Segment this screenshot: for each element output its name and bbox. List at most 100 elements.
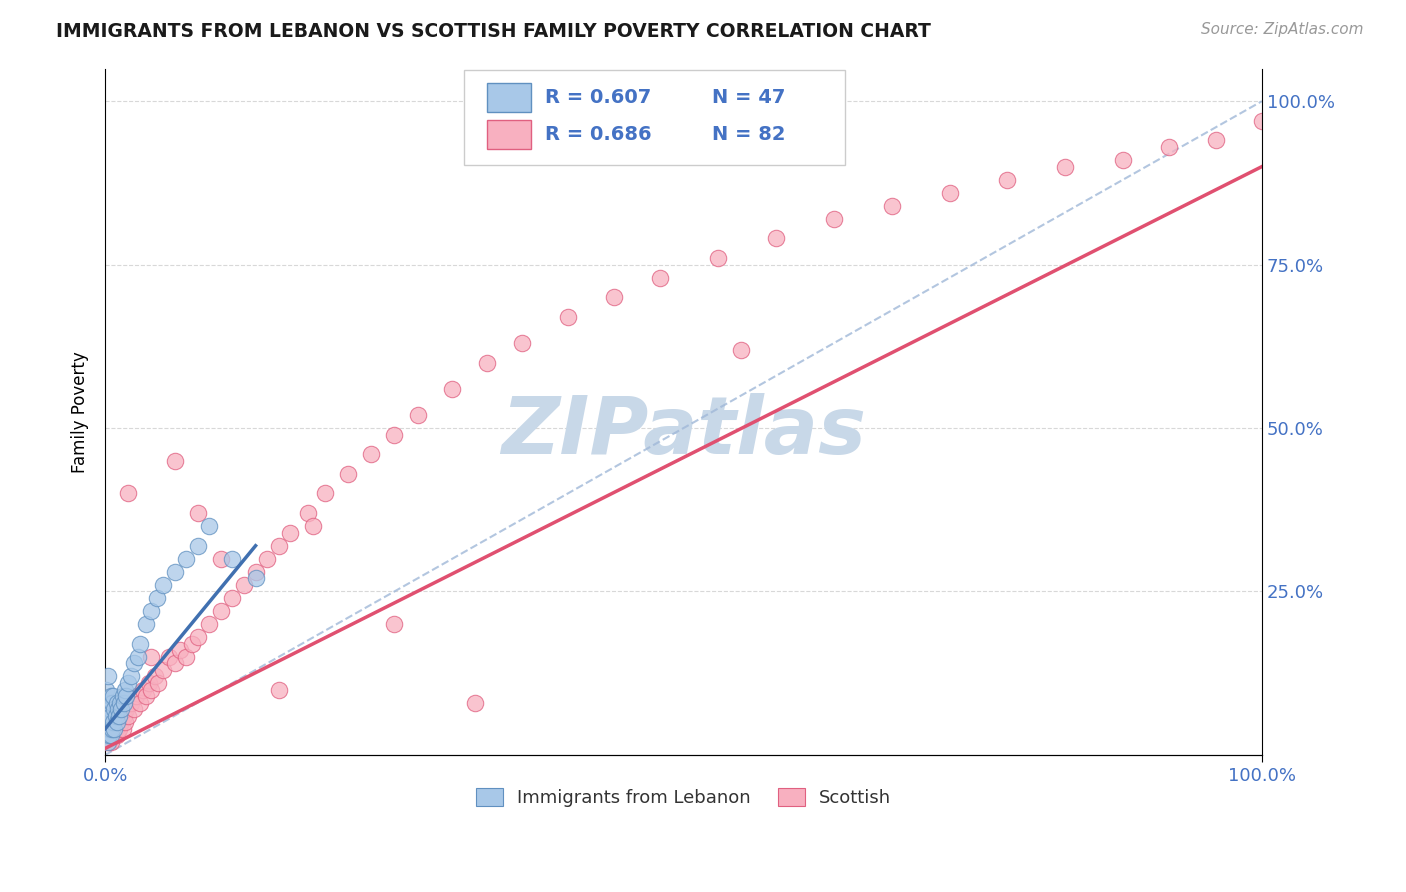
Point	[96, 735, 118, 749]
Point	[127, 649, 149, 664]
Point	[111, 722, 134, 736]
Text: R = 0.607: R = 0.607	[544, 87, 651, 107]
Point	[650, 270, 672, 285]
Point	[96, 735, 118, 749]
Point	[104, 722, 127, 736]
Point	[765, 231, 787, 245]
Point	[880, 199, 903, 213]
Y-axis label: Family Poverty: Family Poverty	[72, 351, 89, 473]
FancyBboxPatch shape	[464, 70, 845, 165]
Point	[100, 708, 122, 723]
Point	[187, 630, 209, 644]
Point	[267, 539, 290, 553]
Point	[117, 676, 139, 690]
Point	[96, 728, 118, 742]
Point	[1054, 160, 1077, 174]
Point	[120, 669, 142, 683]
Point	[108, 722, 131, 736]
Point	[141, 649, 163, 664]
Point	[245, 565, 267, 579]
Point	[100, 728, 122, 742]
Point	[100, 689, 122, 703]
Point	[146, 591, 169, 605]
Point	[163, 454, 186, 468]
Point	[141, 682, 163, 697]
Point	[122, 702, 145, 716]
Point	[209, 604, 232, 618]
Point	[105, 715, 128, 730]
Point	[510, 336, 533, 351]
Point	[129, 696, 152, 710]
Point	[997, 172, 1019, 186]
Point	[117, 708, 139, 723]
Text: N = 82: N = 82	[713, 125, 786, 144]
Point	[110, 696, 132, 710]
Point	[141, 604, 163, 618]
Point	[337, 467, 360, 481]
Point	[96, 728, 118, 742]
Point	[110, 708, 132, 723]
Point	[96, 708, 118, 723]
Point	[174, 551, 197, 566]
Point	[464, 696, 486, 710]
Point	[198, 519, 221, 533]
Point	[209, 551, 232, 566]
Point	[198, 617, 221, 632]
Point	[187, 539, 209, 553]
Point	[233, 578, 256, 592]
Point	[1112, 153, 1135, 167]
Point	[475, 356, 498, 370]
Point	[152, 578, 174, 592]
Point	[278, 525, 301, 540]
Point	[138, 676, 160, 690]
Point	[125, 689, 148, 703]
Point	[97, 735, 120, 749]
Point	[152, 663, 174, 677]
Point	[96, 682, 118, 697]
Point	[120, 696, 142, 710]
Point	[117, 486, 139, 500]
Point	[143, 669, 166, 683]
Point	[135, 689, 157, 703]
Point	[360, 447, 382, 461]
Point	[103, 715, 125, 730]
Point	[267, 682, 290, 697]
Point	[98, 728, 121, 742]
Point	[103, 722, 125, 736]
Point	[557, 310, 579, 324]
Point	[1159, 140, 1181, 154]
Point	[97, 715, 120, 730]
Point	[101, 722, 124, 736]
Text: R = 0.686: R = 0.686	[544, 125, 651, 144]
Point	[163, 565, 186, 579]
Point	[96, 702, 118, 716]
Point	[730, 343, 752, 357]
Point	[103, 689, 125, 703]
Point	[384, 617, 406, 632]
Point	[441, 382, 464, 396]
Point	[1251, 113, 1274, 128]
Point	[256, 551, 278, 566]
Point	[111, 689, 134, 703]
Point	[96, 708, 118, 723]
Text: ZIPatlas: ZIPatlas	[501, 393, 866, 471]
Point	[115, 689, 138, 703]
FancyBboxPatch shape	[486, 120, 531, 149]
Point	[97, 696, 120, 710]
Point	[105, 696, 128, 710]
Point	[135, 617, 157, 632]
Point	[1205, 133, 1227, 147]
Point	[96, 715, 118, 730]
Point	[132, 682, 155, 697]
Point	[103, 728, 125, 742]
Point	[100, 735, 122, 749]
Point	[100, 708, 122, 723]
Point	[122, 657, 145, 671]
Point	[96, 669, 118, 683]
Point	[221, 591, 243, 605]
Point	[98, 722, 121, 736]
Point	[103, 702, 125, 716]
Point	[938, 186, 960, 200]
Point	[104, 708, 127, 723]
Point	[181, 637, 204, 651]
